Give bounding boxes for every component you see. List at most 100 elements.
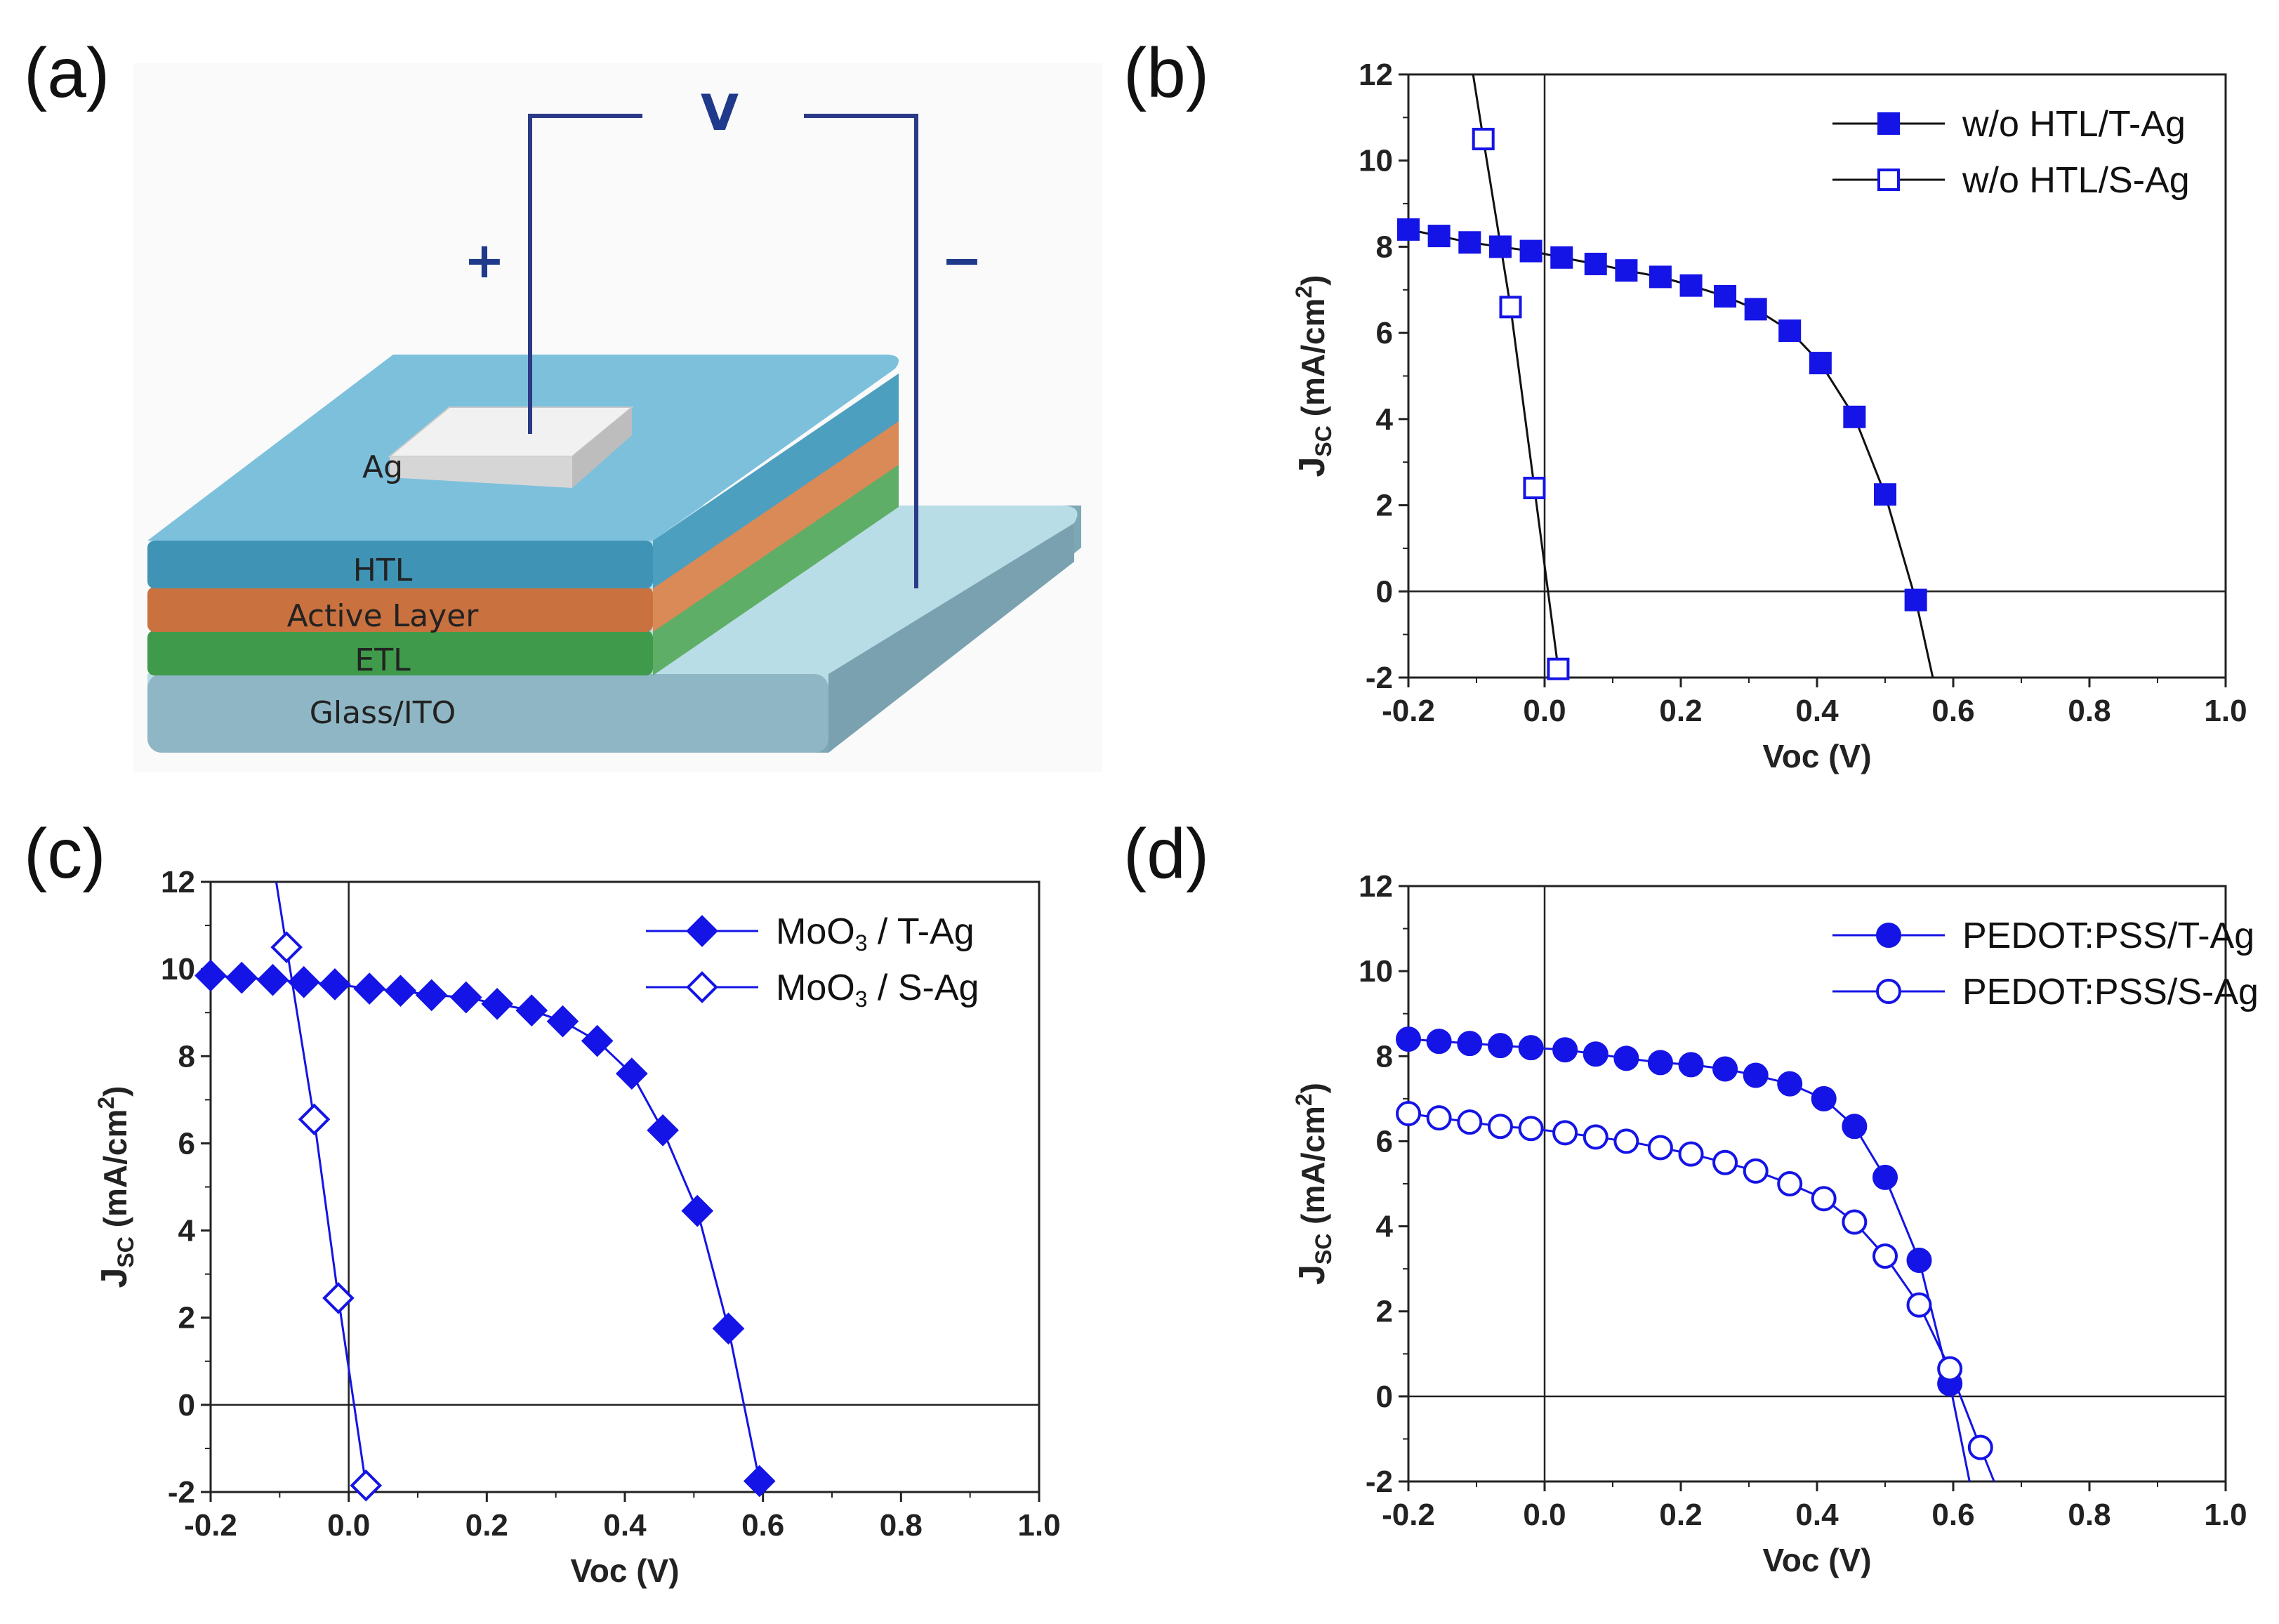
data-point <box>1518 1116 1544 1142</box>
etl-layer <box>147 631 653 675</box>
legend-label: w/o HTL/T-Ag <box>1962 104 2186 145</box>
legend-marker <box>1876 979 1901 1004</box>
data-point <box>1613 1045 1639 1071</box>
y-tick-label: 6 <box>1376 1124 1393 1158</box>
y-axis-title-units: (mA/cm <box>1295 298 1331 425</box>
etl-side <box>653 463 899 675</box>
data-point <box>1714 284 1737 308</box>
ag-electrode-side <box>572 407 632 488</box>
legend-label: w/o HTL/S-Ag <box>1962 160 2190 201</box>
data-point <box>481 987 513 1020</box>
y-axis-title: JSC (mA/cm2) <box>1291 1083 1336 1285</box>
x-tick-label: 0.8 <box>2068 694 2110 728</box>
data-point <box>1488 235 1512 258</box>
y-axis-title-subscript: SC <box>1311 1234 1336 1265</box>
legend-marker <box>1876 923 1901 948</box>
voltage-label: V <box>701 84 739 142</box>
data-point <box>581 1024 614 1057</box>
circuit-wire-left <box>528 114 642 434</box>
data-point <box>1615 259 1638 282</box>
y-tick-label: 8 <box>1376 1039 1393 1074</box>
y-tick-label: 6 <box>1376 316 1393 350</box>
y-tick-label: 10 <box>161 952 195 986</box>
y-tick-label: 0 <box>178 1388 195 1422</box>
legend-marker <box>686 971 718 1003</box>
panel-label-a: (a) <box>24 34 110 112</box>
htl-side <box>653 374 899 588</box>
minus-label: − <box>942 232 983 289</box>
data-point <box>1550 246 1573 269</box>
data-point <box>287 965 320 998</box>
y-tick-label: 2 <box>178 1301 195 1335</box>
x-axis-title: Voc (V) <box>1762 738 1871 774</box>
series-line <box>1408 228 1934 678</box>
data-point <box>1743 1158 1769 1184</box>
legend-marker <box>686 915 718 947</box>
data-point <box>1647 1135 1673 1161</box>
y-axis-title-close: ) <box>1295 275 1331 286</box>
data-point <box>712 1312 745 1345</box>
ag-label: Ag <box>362 449 403 485</box>
legend-label: PEDOT:PSS/T-Ag <box>1962 916 2254 956</box>
y-tick-label: 2 <box>1376 1295 1393 1329</box>
htl-label: HTL <box>353 553 413 588</box>
data-point <box>1678 1141 1704 1167</box>
legend-label: MoO3 / S-Ag <box>776 968 979 1012</box>
legend-label-subscript: 3 <box>855 930 868 956</box>
data-point <box>1778 319 1802 343</box>
chart-panel-b: -0.2 0.0 0.2 0.4 0.6 0.8 1.0 -2 0 2 4 6 8 10 12 Voc (V)… <box>1291 58 2247 774</box>
x-tick-label: -0.2 <box>1382 1498 1435 1532</box>
y-axis-title-superscript: 2 <box>1291 1093 1316 1106</box>
legend-label-main: MoO <box>776 968 855 1008</box>
data-point <box>353 972 385 1005</box>
data-point <box>1811 1085 1837 1111</box>
x-tick-label: 0.6 <box>1931 1498 1974 1532</box>
data-point <box>1679 274 1703 297</box>
data-point <box>1487 1114 1513 1140</box>
y-axis-title-subscript: SC <box>113 1236 138 1267</box>
data-point <box>1809 352 1832 375</box>
data-point <box>1712 1056 1738 1082</box>
legend-label-rest: / T-Ag <box>867 911 974 952</box>
y-tick-label: 12 <box>1359 58 1393 92</box>
y-tick-label: 12 <box>1359 869 1393 904</box>
active-layer <box>147 587 653 632</box>
x-tick-label: 0.0 <box>1523 694 1566 728</box>
legend-label: PEDOT:PSS/S-Ag <box>1962 972 2259 1012</box>
data-point <box>1397 218 1420 241</box>
ag-electrode-front <box>390 456 572 488</box>
y-axis-title-superscript: 2 <box>93 1097 119 1109</box>
x-tick-label: 0.4 <box>1795 1498 1839 1532</box>
data-point <box>1396 1101 1421 1127</box>
data-point <box>1967 1434 1993 1460</box>
data-point <box>450 981 482 1014</box>
data-point <box>1426 1105 1452 1131</box>
data-point <box>1547 657 1570 680</box>
panel-label-c: (c) <box>24 814 106 893</box>
data-point <box>1842 1209 1868 1235</box>
y-axis-title-units: (mA/cm <box>97 1109 133 1236</box>
y-axis-title: JSC (mA/cm2) <box>1291 275 1336 477</box>
device-schematic: Ag HTL Active Layer ETL Glass/ITO V + − <box>133 63 1102 772</box>
x-tick-label: 0.2 <box>465 1508 508 1543</box>
x-tick-label: 1.0 <box>2204 1498 2247 1532</box>
panel-label-b: (b) <box>1123 34 1209 112</box>
htl-layer <box>147 541 653 588</box>
x-tick-label: 0.0 <box>327 1508 370 1543</box>
data-point <box>1872 1164 1898 1190</box>
y-tick-label: 0 <box>1376 1380 1393 1414</box>
y-axis-title-units: (mA/cm <box>1295 1106 1331 1233</box>
data-point <box>1937 1356 1963 1382</box>
legend-marker <box>1877 112 1900 135</box>
legend-label-rest: / S-Ag <box>867 968 979 1008</box>
y-axis-title: JSC (mA/cm2) <box>93 1086 138 1288</box>
x-tick-label: -0.2 <box>1382 694 1435 728</box>
legend-label: MoO3 / T-Ag <box>776 911 975 956</box>
active-layer-label: Active Layer <box>287 598 480 634</box>
data-point <box>1499 296 1522 319</box>
data-point <box>1613 1128 1639 1154</box>
x-tick-label: 0.4 <box>603 1508 647 1543</box>
circuit-wire-right <box>804 114 918 588</box>
data-point <box>194 959 227 992</box>
data-point <box>1552 1120 1578 1146</box>
